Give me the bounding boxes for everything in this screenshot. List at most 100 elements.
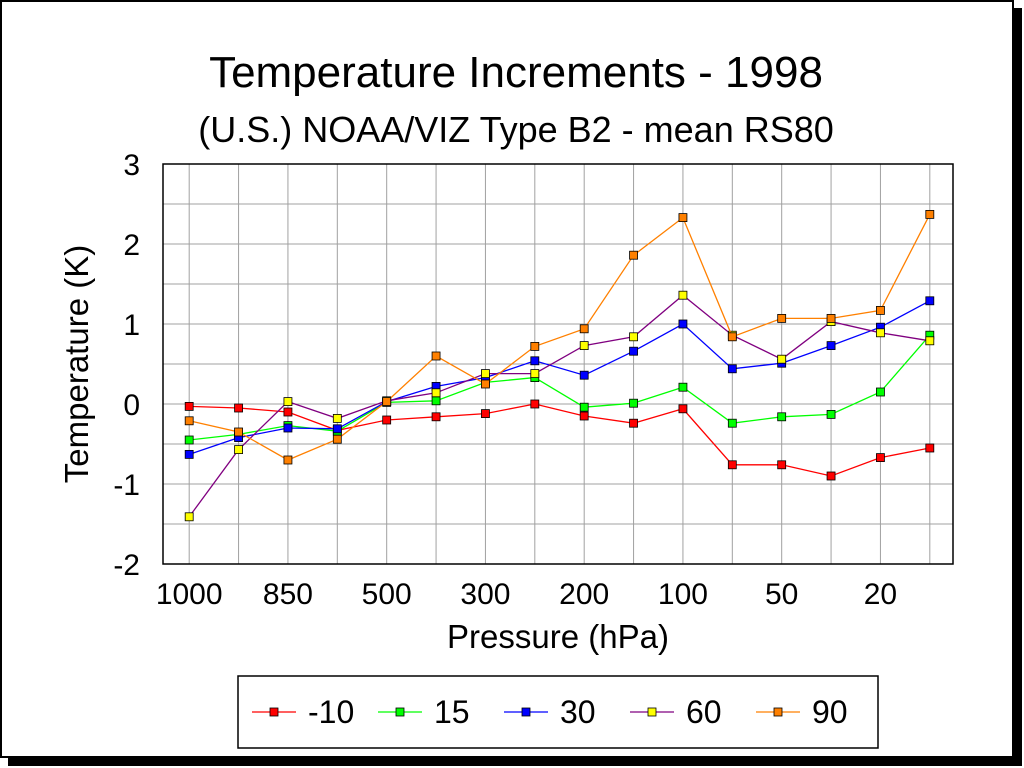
data-point <box>579 402 589 412</box>
legend-swatch-marker <box>773 707 783 717</box>
series-5 <box>184 209 935 465</box>
data-point <box>481 369 490 379</box>
legend-item: 30 <box>504 694 596 730</box>
legend-item: 90 <box>756 694 848 730</box>
x-tick-label: 850 <box>263 578 313 611</box>
data-point <box>530 369 540 379</box>
y-axis-ticks: 3 2 1 0 -1 -2 <box>113 149 140 582</box>
data-point <box>876 305 885 315</box>
data-point <box>925 296 935 306</box>
legend-swatch-marker <box>647 707 657 717</box>
data-point <box>283 455 293 465</box>
data-point <box>876 328 885 338</box>
legend-label: 30 <box>560 694 596 730</box>
data-point <box>283 407 293 417</box>
y-tick-label: 2 <box>123 229 140 262</box>
data-point <box>184 401 194 411</box>
x-axis-label: Pressure (hPa) <box>447 618 669 655</box>
series-line <box>188 300 931 456</box>
data-point <box>481 409 490 419</box>
data-point <box>184 416 194 426</box>
data-point <box>678 319 688 329</box>
series-4 <box>184 290 935 522</box>
data-point <box>727 332 737 342</box>
data-point <box>431 351 441 361</box>
data-point <box>826 471 836 481</box>
y-tick-label: 0 <box>123 389 140 422</box>
grid <box>163 164 953 564</box>
data-point <box>184 512 194 522</box>
legend-swatch-marker <box>521 707 531 717</box>
legend-label: 60 <box>686 694 722 730</box>
frame-shadow-right <box>1014 8 1022 766</box>
x-tick-label: 500 <box>362 578 412 611</box>
y-tick-label: 1 <box>123 309 140 342</box>
data-point <box>431 388 441 398</box>
data-point <box>678 404 688 414</box>
data-point <box>826 409 836 419</box>
legend-item: 15 <box>378 694 470 730</box>
x-tick-label: 20 <box>864 578 897 611</box>
data-point <box>184 435 194 445</box>
y-tick-label: 3 <box>123 149 140 182</box>
data-point <box>678 290 688 300</box>
data-point <box>777 460 787 470</box>
series-3 <box>184 296 935 459</box>
line-chart: Temperature Increments - 1998 (U.S.) NOA… <box>58 48 954 749</box>
data-point <box>481 379 490 389</box>
x-tick-label: 50 <box>765 578 798 611</box>
data-point <box>579 370 589 380</box>
data-point <box>332 413 342 423</box>
legend-label: 90 <box>812 694 848 730</box>
legend-label: -10 <box>308 694 354 730</box>
y-tick-label: -2 <box>113 549 140 582</box>
data-point <box>579 341 589 351</box>
data-point <box>629 398 638 408</box>
y-axis-label: Temperature (K) <box>58 245 95 483</box>
data-point <box>283 423 293 433</box>
data-point <box>678 213 688 223</box>
data-point <box>629 346 638 356</box>
data-point <box>382 397 392 407</box>
data-point <box>332 434 342 444</box>
data-point <box>678 382 688 392</box>
y-tick-label: -1 <box>113 469 140 502</box>
plot-area <box>162 163 954 565</box>
data-point <box>431 412 441 422</box>
data-point <box>925 336 935 346</box>
x-axis-ticks: 1000 850 500 300 200 100 50 20 <box>156 578 897 611</box>
series-layer <box>184 209 935 522</box>
data-point <box>777 354 787 364</box>
data-point <box>727 364 737 374</box>
data-point <box>826 313 836 323</box>
data-point <box>826 341 836 351</box>
data-point <box>579 411 589 421</box>
series-line <box>189 334 931 441</box>
data-point <box>184 449 194 459</box>
data-point <box>530 356 540 366</box>
data-point <box>283 397 293 407</box>
x-tick-label: 300 <box>460 578 510 611</box>
legend-item: 60 <box>630 694 722 730</box>
data-point <box>876 387 885 397</box>
chart-title: Temperature Increments - 1998 <box>209 48 823 97</box>
data-point <box>629 332 638 342</box>
data-point <box>925 443 935 453</box>
series-line <box>189 214 931 461</box>
series-1 <box>184 399 935 481</box>
legend: -10 15 30 60 90 <box>252 694 848 730</box>
data-point <box>382 415 392 425</box>
legend-swatch-marker <box>269 707 279 717</box>
data-point <box>777 412 787 422</box>
data-point <box>332 424 342 434</box>
data-point <box>234 403 243 413</box>
frame-shadow-bottom <box>8 758 1022 766</box>
data-point <box>925 209 935 219</box>
x-tick-label: 100 <box>658 578 708 611</box>
data-point <box>234 427 243 437</box>
series-line <box>188 294 930 518</box>
data-point <box>777 313 787 323</box>
data-point <box>530 399 540 409</box>
data-point <box>579 324 589 334</box>
data-point <box>727 460 737 470</box>
